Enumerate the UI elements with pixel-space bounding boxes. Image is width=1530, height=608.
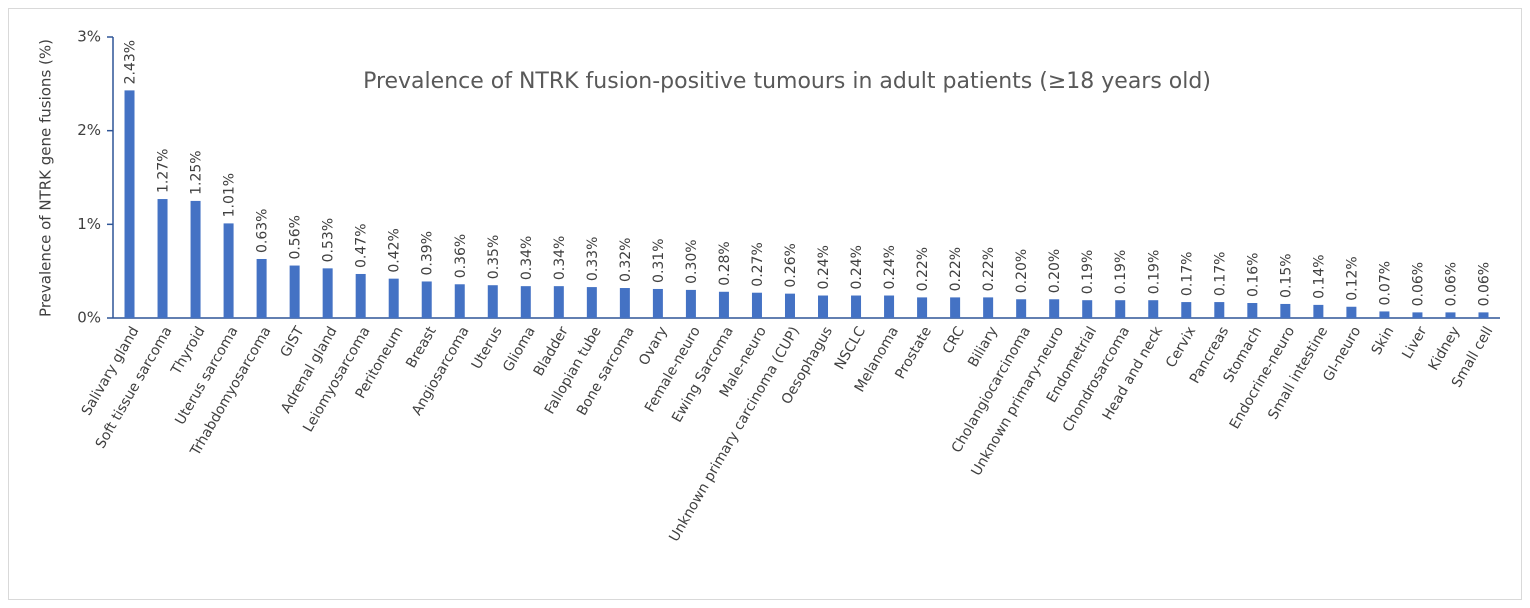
bar — [223, 223, 234, 318]
bar — [1082, 300, 1093, 318]
bar — [124, 90, 135, 318]
bar — [1346, 306, 1357, 318]
value-label: 1.27% — [156, 149, 172, 193]
value-label: 0.53% — [321, 218, 337, 262]
value-label: 0.20% — [1014, 249, 1030, 293]
y-tick-label: 2% — [77, 121, 101, 139]
bar — [1115, 300, 1126, 318]
bar — [1412, 312, 1423, 318]
bar — [1280, 303, 1291, 318]
bar — [454, 284, 465, 318]
bar — [421, 281, 432, 318]
bar — [487, 285, 498, 318]
value-label: 2.43% — [123, 40, 139, 84]
value-label: 0.19% — [1146, 250, 1162, 294]
value-label: 0.33% — [585, 237, 601, 281]
y-tick-label: 1% — [77, 215, 101, 233]
bar — [983, 297, 994, 318]
bar — [751, 292, 762, 318]
value-label: 1.01% — [222, 173, 238, 217]
bar — [322, 268, 333, 318]
bar — [1049, 299, 1060, 318]
value-label: 0.14% — [1311, 254, 1327, 298]
value-label: 0.19% — [1113, 250, 1129, 294]
value-label: 1.25% — [189, 150, 205, 194]
bar — [1247, 303, 1258, 318]
bar — [818, 295, 829, 318]
bar — [586, 287, 597, 318]
value-label: 0.06% — [1443, 262, 1459, 306]
bar — [520, 286, 531, 318]
value-label: 0.63% — [255, 209, 271, 253]
value-label: 0.27% — [750, 242, 766, 286]
value-label: 0.28% — [717, 241, 733, 285]
value-label: 0.36% — [453, 234, 469, 278]
value-label: 0.22% — [915, 247, 931, 291]
value-label: 0.15% — [1278, 253, 1294, 297]
y-tick-label: 3% — [77, 28, 101, 46]
bar — [1181, 302, 1192, 318]
bar — [1379, 311, 1390, 318]
bar — [1445, 312, 1456, 318]
y-tick-label: 0% — [77, 309, 101, 327]
value-label: 0.35% — [486, 235, 502, 279]
value-label: 0.20% — [1047, 249, 1063, 293]
value-label: 0.30% — [684, 239, 700, 283]
value-label: 0.24% — [849, 245, 865, 289]
value-label: 0.12% — [1344, 256, 1360, 300]
value-label: 0.19% — [1080, 250, 1096, 294]
bar — [718, 291, 729, 318]
chart-title: Prevalence of NTRK fusion-positive tumou… — [363, 69, 1211, 94]
value-label: 0.42% — [387, 228, 403, 272]
bar — [917, 297, 928, 318]
value-label: 0.31% — [651, 238, 667, 282]
bar — [157, 199, 168, 318]
bar — [884, 295, 895, 318]
value-label: 0.07% — [1377, 261, 1393, 305]
bar — [1313, 304, 1324, 318]
bar — [289, 265, 300, 318]
bar — [950, 297, 961, 318]
value-label: 0.26% — [783, 243, 799, 287]
bar — [685, 289, 696, 318]
value-label: 0.24% — [816, 245, 832, 289]
value-label: 0.17% — [1179, 252, 1195, 296]
bar — [553, 286, 564, 318]
bar — [1214, 302, 1225, 318]
value-label: 0.56% — [288, 215, 304, 259]
value-label: 0.06% — [1476, 262, 1492, 306]
bar — [256, 258, 267, 318]
bar — [652, 288, 663, 318]
y-axis-label: Prevalence of NTRK gene fusions (%) — [37, 39, 55, 317]
value-label: 0.34% — [519, 236, 535, 280]
value-label: 0.24% — [882, 245, 898, 289]
value-label: 0.22% — [981, 247, 997, 291]
bar — [388, 278, 399, 318]
value-label: 0.47% — [354, 223, 370, 267]
bar — [1478, 312, 1489, 318]
value-label: 0.39% — [420, 231, 436, 275]
value-label: 0.22% — [948, 247, 964, 291]
value-label: 0.06% — [1410, 262, 1426, 306]
bar — [1016, 299, 1027, 318]
chart-border — [8, 8, 1522, 600]
bar — [619, 288, 630, 318]
bar — [1148, 300, 1159, 318]
value-label: 0.17% — [1212, 252, 1228, 296]
bar — [851, 295, 862, 318]
value-label: 0.16% — [1245, 253, 1261, 297]
value-label: 0.32% — [618, 238, 634, 282]
value-label: 0.34% — [552, 236, 568, 280]
bar — [355, 273, 366, 318]
bar — [190, 200, 201, 318]
bar — [784, 293, 795, 318]
